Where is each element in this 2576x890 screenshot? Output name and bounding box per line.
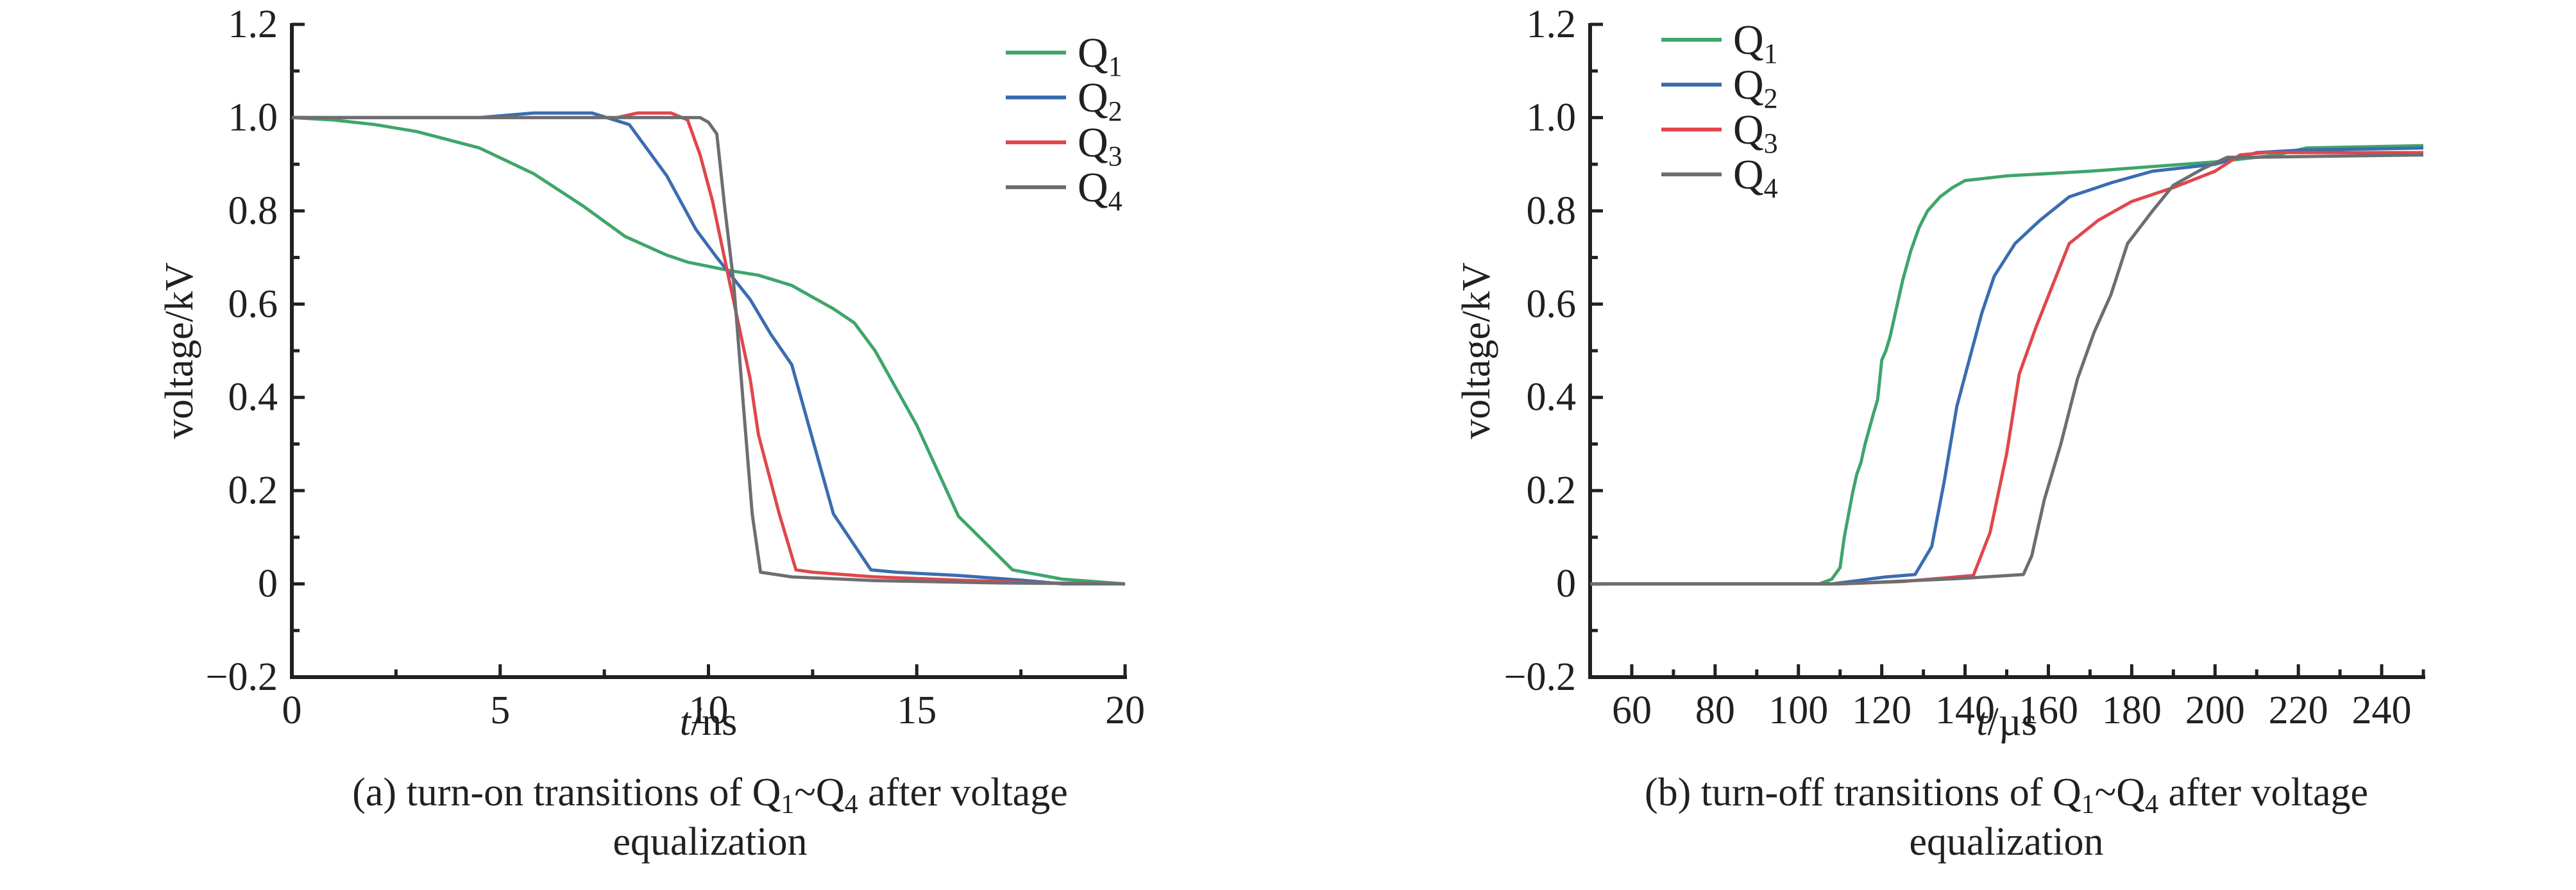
y-tick-label: 1.0 (228, 96, 278, 139)
x-tick-label: 160 (2019, 689, 2078, 732)
x-axis-title-unit: /ns (691, 700, 737, 744)
caption-subscript: 1 (781, 790, 794, 819)
x-axis-title-variable: t (680, 700, 692, 744)
y-axis-title: voltage/kV (1455, 262, 1498, 439)
x-tick-label: 10 (689, 689, 729, 732)
y-tick-label: 0.8 (1527, 189, 1577, 233)
x-axis-title: t/ns (680, 700, 738, 744)
legend-label-main: Q (1078, 164, 1108, 211)
y-tick-label: 0 (258, 562, 278, 606)
series-line-q1 (291, 115, 1126, 586)
x-tick-label: 0 (282, 689, 302, 732)
y-tick-label: 1.0 (1527, 96, 1577, 139)
legend-label-q1: Q1 (1733, 17, 1778, 69)
legend-label-q4: Q4 (1733, 151, 1778, 204)
x-tick-label: 20 (1105, 689, 1145, 732)
y-tick-label: 0.6 (228, 282, 278, 326)
x-tick-label: 60 (1612, 689, 1652, 732)
y-tick-label: −0.2 (1504, 655, 1576, 699)
x-tick-label: 15 (897, 689, 936, 732)
caption-text: (a) turn-on transitions of Q (352, 771, 781, 814)
legend-label-main: Q (1078, 119, 1108, 166)
legend-label-q3: Q3 (1733, 106, 1778, 159)
legend-label-subscript: 2 (1764, 83, 1778, 114)
x-tick-label: 120 (1852, 689, 1911, 732)
legend-label-main: Q (1733, 17, 1764, 63)
legend-label-main: Q (1733, 62, 1764, 108)
legend-label-q2: Q2 (1733, 62, 1778, 114)
x-axis-title-unit: /µs (1988, 700, 2037, 744)
legend-label-main: Q (1733, 106, 1764, 153)
caption-text: after voltage (2158, 771, 2368, 814)
legend-label-q1: Q1 (1078, 29, 1123, 82)
legend-label-subscript: 4 (1764, 172, 1778, 204)
y-tick-label: 0.6 (1527, 282, 1577, 326)
y-tick-label: 0.4 (1527, 376, 1577, 419)
series-line-q1 (1590, 144, 2424, 586)
y-tick-label: 0 (1556, 562, 1576, 606)
x-tick-label: 180 (2102, 689, 2162, 732)
y-tick-label: −0.2 (206, 655, 278, 699)
caption-subscript: 4 (845, 790, 858, 819)
x-tick-label: 140 (1935, 689, 1995, 732)
figure-caption-line2: equalization (613, 820, 808, 864)
caption-subscript: 4 (2145, 790, 2158, 819)
y-tick-label: 1.2 (228, 3, 278, 46)
legend-label-subscript: 3 (1108, 140, 1123, 172)
legend-label-main: Q (1078, 74, 1108, 121)
caption-subscript: 1 (2081, 790, 2095, 819)
legend-label-subscript: 3 (1764, 128, 1778, 159)
y-tick-label: 1.2 (1527, 3, 1577, 46)
figure-caption-line2: equalization (1910, 820, 2104, 864)
caption-text: ~Q (2095, 771, 2145, 814)
y-tick-label: 0.8 (228, 189, 278, 233)
y-tick-label: 0.4 (228, 376, 278, 419)
x-tick-label: 80 (1695, 689, 1735, 732)
x-tick-label: 100 (1768, 689, 1828, 732)
figure-caption-line1: (a) turn-on transitions of Q1~Q4 after v… (352, 771, 1067, 819)
caption-text: after voltage (858, 771, 1068, 814)
chart-panel-a: −0.200.20.40.60.81.01.20 5 10 15 20voltage/k… (158, 3, 1145, 864)
figure-caption-line1: (b) turn-off transitions of Q1~Q4 after … (1645, 771, 2368, 819)
x-tick-label: 220 (2269, 689, 2328, 732)
legend-label-main: Q (1078, 29, 1108, 76)
x-axis-title-variable: t (1976, 700, 1988, 744)
x-tick-label: 200 (2185, 689, 2245, 732)
series-line-q3 (292, 111, 1126, 586)
legend-label-main: Q (1733, 151, 1764, 198)
series-line-q3 (1590, 151, 2423, 586)
series-line-q2 (1590, 146, 2424, 586)
chart-panel-b: −0.2 0 0.2 0.4 0.6 0.8 1.0 1.2 60 80 100 120 140 160 1… (1455, 3, 2425, 864)
legend-label-q3: Q3 (1078, 119, 1123, 172)
series-line-q4 (292, 115, 1126, 586)
y-tick-label: 0.2 (228, 469, 278, 512)
legend-label-subscript: 4 (1108, 185, 1123, 217)
legend-label-subscript: 1 (1764, 38, 1778, 69)
series-line-q2 (292, 111, 1125, 586)
caption-text: ~Q (794, 771, 844, 814)
x-axis-title: t/µs (1976, 700, 2037, 744)
caption-text: (b) turn-off transitions of Q (1645, 771, 2081, 814)
x-tick-label: 240 (2352, 689, 2412, 732)
y-axis-title: voltage/kV (158, 262, 201, 439)
series-line-q4 (1590, 153, 2424, 586)
y-tick-label: 0.2 (1527, 469, 1577, 512)
x-tick-label: 5 (490, 689, 510, 732)
legend-label-q2: Q2 (1078, 74, 1123, 127)
legend-label-subscript: 1 (1108, 51, 1123, 82)
legend-label-subscript: 2 (1108, 96, 1123, 127)
legend-label-q4: Q4 (1078, 164, 1123, 217)
